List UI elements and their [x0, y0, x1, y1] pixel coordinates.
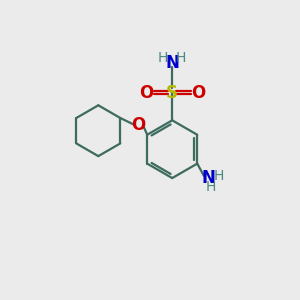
Text: H: H [213, 169, 224, 183]
Text: O: O [132, 116, 146, 134]
Text: H: H [205, 180, 215, 194]
Text: N: N [165, 54, 179, 72]
Text: H: H [176, 51, 186, 65]
Text: S: S [166, 84, 178, 102]
Text: O: O [191, 84, 206, 102]
Text: H: H [157, 51, 168, 65]
Text: N: N [201, 169, 215, 187]
Text: O: O [139, 84, 153, 102]
